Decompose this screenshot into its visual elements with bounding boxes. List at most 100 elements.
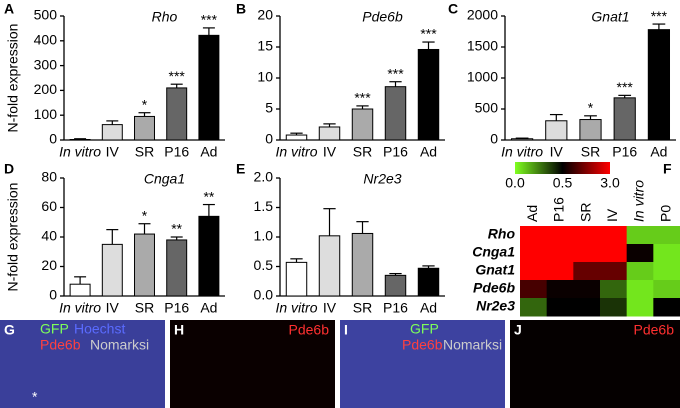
y-tick-label: 10 — [257, 69, 273, 85]
colorbar-label: 0.5 — [553, 175, 573, 191]
heat-cell — [546, 280, 574, 299]
micrograph — [510, 320, 680, 408]
panel-letter: C — [448, 1, 458, 17]
y-tick-label: 1500 — [467, 38, 498, 54]
bar — [285, 261, 308, 297]
heat-cell — [653, 298, 680, 317]
bar — [417, 267, 440, 297]
bar — [166, 87, 188, 141]
x-tick-label: SR — [135, 300, 154, 316]
x-tick-label: In vitro — [501, 144, 543, 160]
x-tick-label: In vitro — [275, 144, 317, 160]
x-tick-label: SR — [135, 144, 154, 160]
row-label: Nr2e3 — [476, 298, 515, 314]
heat-cell — [573, 244, 601, 263]
panel-letter: H — [174, 322, 184, 338]
x-tick-label: Ad — [200, 144, 217, 160]
bar — [134, 233, 155, 297]
significance: ** — [203, 188, 214, 204]
column-label: In vitro — [631, 180, 647, 222]
bar — [545, 120, 568, 141]
column-label: IV — [604, 208, 620, 222]
x-tick-label: In vitro — [59, 144, 101, 160]
y-tick-label: 400 — [34, 32, 58, 48]
heat-cell — [520, 226, 548, 245]
y-tick-label: 80 — [41, 169, 57, 185]
x-tick-label: Ad — [420, 300, 437, 316]
image-label: Pde6b — [402, 337, 443, 353]
heat-cell — [653, 262, 680, 281]
image-label: GFP — [40, 321, 69, 337]
x-tick-label: P16 — [612, 144, 637, 160]
y-tick-label: 40 — [41, 228, 57, 244]
image-label: Pde6b — [634, 322, 675, 338]
x-tick-label: IV — [550, 144, 564, 160]
heat-cell — [600, 226, 628, 245]
row-label: Gnat1 — [475, 262, 515, 278]
x-tick-label: IV — [106, 144, 120, 160]
image-label: Nomarksi — [443, 337, 502, 353]
image-label: Pde6b — [40, 337, 81, 353]
heat-cell — [600, 262, 628, 281]
image-label: Hoechst — [74, 321, 125, 337]
x-tick-label: SR — [353, 300, 372, 316]
column-label: Ad — [524, 205, 540, 222]
panel-letter: E — [236, 161, 245, 177]
significance: * — [142, 207, 148, 223]
bar — [647, 29, 671, 141]
chart-title: Gnat1 — [591, 9, 629, 25]
significance: *** — [201, 12, 218, 28]
significance: * — [142, 96, 148, 112]
heat-cell — [546, 244, 574, 263]
heat-cell — [573, 226, 601, 245]
colorbar-label: 0.0 — [505, 175, 525, 191]
heat-cell — [600, 298, 628, 317]
bar — [69, 283, 91, 297]
significance: *** — [354, 90, 371, 106]
heat-cell — [546, 226, 574, 245]
y-tick-label: 0 — [265, 131, 273, 147]
x-tick-label: SR — [581, 144, 600, 160]
heat-cell — [626, 226, 654, 245]
x-tick-label: Ad — [650, 144, 667, 160]
heat-cell — [653, 280, 680, 299]
y-tick-label: 20 — [41, 257, 57, 273]
panel-letter: G — [4, 322, 15, 338]
heat-cell — [626, 244, 654, 263]
y-tick-label: 5 — [265, 100, 273, 116]
y-tick-label: 1.0 — [254, 228, 274, 244]
colorbar — [515, 162, 610, 174]
heat-cell — [520, 280, 548, 299]
bar — [351, 232, 374, 297]
heat-cell — [600, 280, 628, 299]
bar — [384, 274, 407, 297]
significance: *** — [387, 65, 404, 81]
bar — [198, 34, 220, 141]
bar — [417, 48, 440, 141]
x-tick-label: SR — [353, 144, 372, 160]
x-tick-label: P16 — [383, 144, 408, 160]
x-tick-label: IV — [106, 300, 120, 316]
y-tick-label: 500 — [475, 100, 499, 116]
y-tick-label: 20 — [257, 7, 273, 23]
row-label: Cnga1 — [472, 244, 515, 260]
y-tick-label: 0 — [49, 287, 57, 303]
column-label: P0 — [657, 205, 673, 222]
heat-cell — [626, 298, 654, 317]
bar — [285, 134, 308, 141]
heat-cell — [653, 226, 680, 245]
y-axis-label: N-fold expression — [5, 24, 21, 133]
bar — [166, 239, 188, 297]
heat-cell — [573, 298, 601, 317]
y-tick-label: 2000 — [467, 7, 498, 23]
bar — [134, 115, 155, 141]
heat-cell — [626, 262, 654, 281]
significance: *** — [617, 79, 634, 95]
x-tick-label: P16 — [164, 144, 189, 160]
heat-cell — [520, 244, 548, 263]
significance: ** — [171, 221, 182, 237]
colorbar-label: 3.0 — [600, 175, 620, 191]
y-tick-label: 2.0 — [254, 169, 274, 185]
heat-cell — [573, 262, 601, 281]
micrograph — [340, 320, 505, 408]
